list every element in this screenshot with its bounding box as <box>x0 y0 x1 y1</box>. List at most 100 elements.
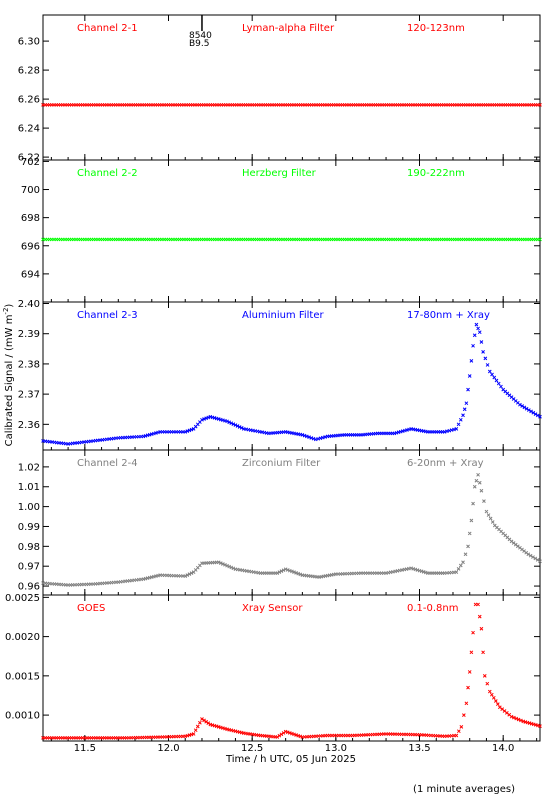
y-tick-label: 2.39 <box>18 329 40 340</box>
data-point <box>275 735 280 739</box>
data-point <box>481 349 485 354</box>
data-point <box>235 424 240 428</box>
data-point <box>193 728 198 733</box>
data-point <box>233 423 238 427</box>
data-point <box>454 733 459 738</box>
data-point <box>218 561 223 565</box>
data-point <box>477 614 482 619</box>
data-point <box>520 404 525 408</box>
panel-frame <box>42 301 541 451</box>
data-point <box>223 562 227 567</box>
y-tick-label: 0.98 <box>18 542 40 553</box>
data-point <box>467 670 472 674</box>
data-points <box>41 237 542 242</box>
data-point <box>496 381 501 386</box>
y-tick-label: 1.01 <box>18 482 40 493</box>
data-point <box>486 513 491 517</box>
data-point <box>522 405 527 410</box>
data-point <box>229 565 234 570</box>
y-tick-label: 1.02 <box>18 462 40 473</box>
data-point <box>206 721 211 725</box>
band-label: 6-20nm + Xray <box>407 458 484 469</box>
data-point <box>187 572 192 576</box>
data-point <box>458 417 463 422</box>
filter-name: Aluminium Filter <box>242 310 325 321</box>
data-point <box>479 488 484 493</box>
y-tick-label: 6.28 <box>18 66 40 77</box>
data-point <box>490 520 495 524</box>
data-points <box>41 472 542 587</box>
data-point <box>484 509 489 514</box>
data-point <box>495 702 500 706</box>
data-point <box>533 556 538 561</box>
data-point <box>466 685 470 690</box>
data-point <box>485 681 490 686</box>
y-tick-label: 2.38 <box>18 359 40 370</box>
data-point <box>467 531 472 536</box>
panel-1: 6.22 6.24 6.26 6.28 6.30 Channel 2-1 Lyman-alp… <box>18 14 542 164</box>
data-point <box>471 501 475 506</box>
series-name: Channel 2-4 <box>77 458 138 469</box>
x-tick-label: 12.0 <box>157 743 179 754</box>
flare-marker-label-top: 8540 <box>189 31 212 41</box>
y-tick-label: 6.30 <box>18 37 40 48</box>
data-point <box>538 724 542 728</box>
data-point <box>458 563 463 568</box>
data-point <box>493 699 498 703</box>
band-label: 17-80nm + Xray <box>407 310 490 321</box>
panel-frame <box>42 594 541 742</box>
data-point <box>485 363 490 367</box>
data-point <box>459 725 464 729</box>
y-tick-label: 2.37 <box>18 390 40 401</box>
data-point <box>189 571 194 576</box>
data-point <box>277 733 282 738</box>
band-label: 190-222nm <box>407 168 465 179</box>
data-point <box>237 425 242 429</box>
data-points <box>41 322 542 446</box>
data-point <box>454 427 459 431</box>
y-tick-label: 694 <box>21 269 40 280</box>
data-point <box>476 472 480 477</box>
y-tick-label: 698 <box>21 213 40 224</box>
footnote-averaging: (1 minute averages) <box>413 784 515 795</box>
data-point <box>472 484 477 489</box>
data-point <box>526 552 531 557</box>
y-tick-label: 696 <box>21 241 40 252</box>
y-axis-label: Calibrated Signal / (mW m-2) <box>2 304 15 447</box>
data-point <box>477 480 482 485</box>
data-point <box>204 719 209 724</box>
data-point <box>531 410 536 415</box>
panel-3: 2.36 2.37 2.38 2.39 2.40 Channel 2-3 Aluminium… <box>18 299 542 451</box>
x-tick-label: 13.0 <box>325 743 347 754</box>
series-name: Channel 2-3 <box>77 310 138 321</box>
x-tick-label: 11.5 <box>74 743 96 754</box>
data-point <box>524 406 529 411</box>
filter-name: Lyman-alpha Filter <box>242 23 335 34</box>
data-point <box>467 374 472 378</box>
data-point <box>183 574 188 578</box>
data-point <box>474 478 479 483</box>
data-point <box>512 715 516 720</box>
panel-4: 0.96 0.97 0.98 0.99 1.00 1.01 1.02 Channel 2-4 Z… <box>18 449 542 596</box>
data-point <box>461 560 465 565</box>
y-tick-label: 0.0020 <box>5 632 40 643</box>
data-point <box>456 422 461 427</box>
data-point <box>476 326 480 331</box>
series-name: Channel 2-1 <box>77 23 138 34</box>
data-point <box>492 375 497 380</box>
y-tick-label: 0.99 <box>18 522 40 533</box>
x-tick-label: 12.5 <box>241 743 263 754</box>
data-points <box>41 602 542 740</box>
data-point <box>185 573 190 577</box>
data-point <box>461 413 465 418</box>
data-points <box>41 103 542 107</box>
data-point <box>476 602 480 607</box>
data-point <box>483 356 488 361</box>
data-point <box>474 322 479 327</box>
data-point <box>277 570 282 575</box>
y-tick-label: 0.0015 <box>5 671 40 682</box>
data-point <box>456 729 461 734</box>
data-point <box>509 714 514 719</box>
data-point <box>239 426 244 430</box>
